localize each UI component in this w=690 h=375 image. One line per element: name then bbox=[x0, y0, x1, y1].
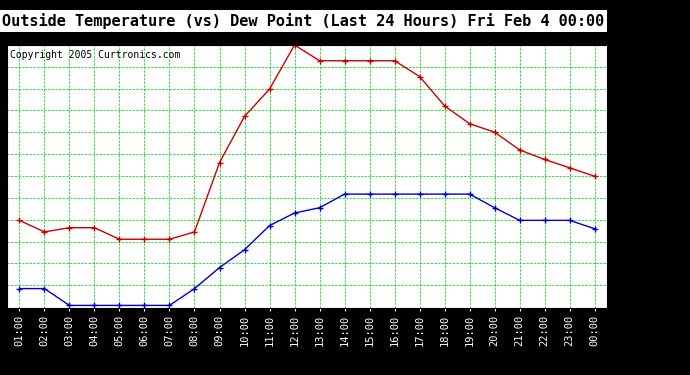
Text: Copyright 2005 Curtronics.com: Copyright 2005 Curtronics.com bbox=[10, 50, 180, 60]
Text: Outside Temperature (vs) Dew Point (Last 24 Hours) Fri Feb 4 00:00: Outside Temperature (vs) Dew Point (Last… bbox=[3, 13, 604, 29]
